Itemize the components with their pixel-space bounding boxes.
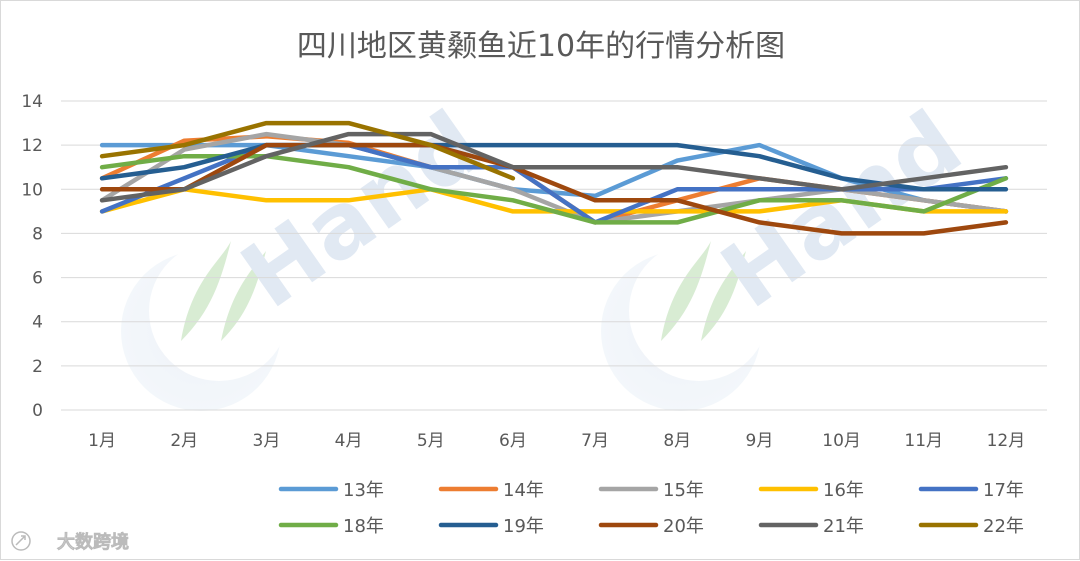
rocket-icon bbox=[11, 531, 31, 551]
y-axis-ticks: 0 2 4 6 8 10 12 14 bbox=[21, 92, 43, 421]
legend-label: 20年 bbox=[663, 516, 704, 537]
x-tick-label: 1月 bbox=[88, 431, 116, 451]
series-line-19年 bbox=[99, 142, 1009, 192]
y-tick-label: 2 bbox=[32, 357, 43, 377]
x-tick-label: 10月 bbox=[822, 431, 861, 451]
y-tick-label: 10 bbox=[21, 180, 43, 200]
legend-item: 22年 bbox=[918, 516, 1024, 537]
y-tick-label: 12 bbox=[21, 136, 43, 156]
legend-label: 21年 bbox=[823, 516, 864, 537]
series-line-20年 bbox=[99, 142, 1009, 236]
legend-label: 17年 bbox=[983, 480, 1024, 501]
x-tick-label: 2月 bbox=[170, 431, 198, 451]
leaf-icon bbox=[701, 251, 746, 341]
chart-title: 四川地区黄颡鱼近10年的行情分析图 bbox=[297, 29, 785, 64]
legend-item: 16年 bbox=[758, 480, 864, 501]
x-tick-label: 11月 bbox=[904, 431, 943, 451]
leaf-icon bbox=[221, 251, 266, 341]
stamp: 大数跨境 bbox=[11, 531, 129, 553]
legend-item: 14年 bbox=[438, 480, 544, 501]
series-line-18年 bbox=[99, 153, 1009, 225]
legend-item: 19年 bbox=[438, 516, 544, 537]
leaf-icon bbox=[181, 241, 231, 341]
x-tick-label: 7月 bbox=[581, 431, 609, 451]
legend-item: 18年 bbox=[278, 516, 384, 537]
x-tick-label: 3月 bbox=[253, 431, 281, 451]
x-tick-label: 6月 bbox=[499, 431, 527, 451]
legend-label: 18年 bbox=[343, 516, 384, 537]
legend-label: 22年 bbox=[983, 516, 1024, 537]
x-tick-label: 8月 bbox=[663, 431, 691, 451]
x-tick-label: 9月 bbox=[746, 431, 774, 451]
legend-label: 16年 bbox=[823, 480, 864, 501]
legend: 13年 14年 15年 16年 17年 18年 19年 20年 21年 22年 bbox=[278, 480, 1024, 537]
leaf-icon bbox=[661, 241, 711, 341]
y-tick-label: 14 bbox=[21, 92, 43, 112]
x-axis-ticks: 1月 2月 3月 4月 5月 6月 7月 8月 9月 10月 11月 12月 bbox=[88, 431, 1025, 451]
legend-label: 15年 bbox=[663, 480, 704, 501]
legend-label: 19年 bbox=[503, 516, 544, 537]
legend-item: 20年 bbox=[598, 516, 704, 537]
y-tick-label: 6 bbox=[32, 269, 43, 289]
x-tick-label: 4月 bbox=[335, 431, 363, 451]
legend-item: 15年 bbox=[598, 480, 704, 501]
y-tick-label: 4 bbox=[32, 313, 43, 333]
series-line-22年 bbox=[99, 120, 516, 181]
legend-item: 21年 bbox=[758, 516, 864, 537]
x-tick-label: 5月 bbox=[417, 431, 445, 451]
y-tick-label: 8 bbox=[32, 224, 43, 244]
legend-label: 14年 bbox=[503, 480, 544, 501]
series-lines bbox=[99, 120, 1009, 236]
x-tick-label: 12月 bbox=[987, 431, 1026, 451]
series-line-21年 bbox=[99, 131, 1009, 203]
legend-item: 17年 bbox=[918, 480, 1024, 501]
watermark-logo: Hand bbox=[601, 91, 980, 411]
y-tick-label: 0 bbox=[32, 401, 43, 421]
stamp-text: 大数跨境 bbox=[57, 531, 129, 553]
legend-label: 13年 bbox=[343, 480, 384, 501]
legend-item: 13年 bbox=[278, 480, 384, 501]
